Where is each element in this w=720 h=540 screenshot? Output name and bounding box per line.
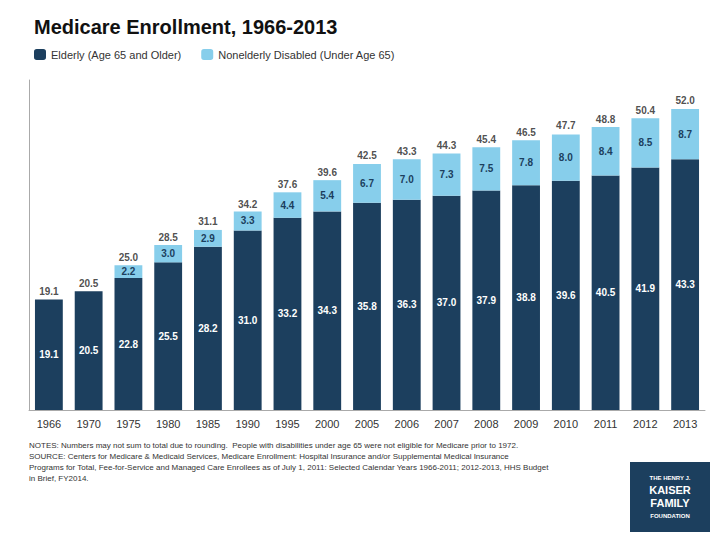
svg-text:1966: 1966 [37, 418, 61, 430]
svg-text:2.2: 2.2 [121, 266, 135, 277]
svg-text:34.3: 34.3 [318, 305, 338, 316]
svg-text:2006: 2006 [395, 418, 419, 430]
svg-text:2013: 2013 [673, 418, 697, 430]
svg-text:45.4: 45.4 [477, 134, 497, 145]
svg-text:FAMILY: FAMILY [650, 497, 690, 509]
svg-text:1995: 1995 [275, 418, 299, 430]
svg-text:28.2: 28.2 [198, 323, 218, 334]
svg-text:43.3: 43.3 [675, 279, 695, 290]
svg-text:3.3: 3.3 [241, 215, 255, 226]
svg-text:2008: 2008 [474, 418, 498, 430]
svg-text:1975: 1975 [116, 418, 140, 430]
svg-text:41.9: 41.9 [636, 283, 656, 294]
svg-text:31.0: 31.0 [238, 315, 258, 326]
svg-text:7.5: 7.5 [479, 163, 493, 174]
svg-text:42.5: 42.5 [357, 150, 377, 161]
svg-text:7.8: 7.8 [519, 157, 533, 168]
svg-text:2010: 2010 [554, 418, 578, 430]
svg-text:2000: 2000 [315, 418, 339, 430]
svg-text:8.0: 8.0 [559, 152, 573, 163]
svg-text:25.5: 25.5 [158, 331, 178, 342]
svg-text:4.4: 4.4 [281, 200, 295, 211]
svg-text:20.5: 20.5 [79, 278, 99, 289]
svg-text:Medicare Enrollment, 1966-2013: Medicare Enrollment, 1966-2013 [34, 16, 337, 38]
svg-text:1980: 1980 [156, 418, 180, 430]
svg-text:KAISER: KAISER [649, 484, 691, 496]
svg-text:25.0: 25.0 [119, 252, 139, 263]
svg-text:40.5: 40.5 [596, 287, 616, 298]
svg-text:33.2: 33.2 [278, 308, 298, 319]
svg-text:6.7: 6.7 [360, 178, 374, 189]
svg-text:in Brief, FY2014.: in Brief, FY2014. [29, 474, 89, 483]
svg-text:52.0: 52.0 [675, 95, 695, 106]
svg-text:8.7: 8.7 [678, 129, 692, 140]
svg-text:FOUNDATION: FOUNDATION [650, 513, 690, 519]
svg-text:1985: 1985 [196, 418, 220, 430]
svg-text:19.1: 19.1 [39, 286, 59, 297]
svg-text:NOTES: Numbers may not sum to: NOTES: Numbers may not sum to total due … [29, 441, 518, 450]
svg-text:39.6: 39.6 [318, 167, 338, 178]
svg-text:THE HENRY J.: THE HENRY J. [649, 475, 690, 481]
svg-text:37.6: 37.6 [278, 179, 298, 190]
svg-text:8.4: 8.4 [599, 146, 613, 157]
svg-text:36.3: 36.3 [397, 299, 417, 310]
svg-text:Programs for Total, Fee-for-Se: Programs for Total, Fee-for-Service and … [29, 463, 549, 472]
svg-text:2.9: 2.9 [201, 233, 215, 244]
svg-text:2012: 2012 [633, 418, 657, 430]
svg-text:SOURCE: Centers for Medicare &: SOURCE: Centers for Medicare & Medicaid … [29, 452, 509, 461]
svg-text:22.8: 22.8 [119, 339, 139, 350]
svg-text:39.6: 39.6 [556, 290, 576, 301]
svg-text:3.0: 3.0 [161, 248, 175, 259]
svg-text:46.5: 46.5 [516, 127, 536, 138]
svg-text:2007: 2007 [434, 418, 458, 430]
svg-text:2011: 2011 [594, 418, 618, 430]
svg-text:37.0: 37.0 [437, 297, 457, 308]
svg-text:2009: 2009 [514, 418, 538, 430]
svg-text:44.3: 44.3 [437, 140, 457, 151]
svg-text:43.3: 43.3 [397, 146, 417, 157]
svg-text:8.5: 8.5 [638, 137, 652, 148]
svg-text:50.4: 50.4 [636, 105, 656, 116]
svg-text:1990: 1990 [235, 418, 259, 430]
svg-text:47.7: 47.7 [556, 120, 576, 131]
svg-text:7.3: 7.3 [440, 169, 454, 180]
svg-text:35.8: 35.8 [357, 301, 377, 312]
svg-text:1970: 1970 [76, 418, 100, 430]
svg-text:31.1: 31.1 [198, 216, 218, 227]
svg-text:20.5: 20.5 [79, 345, 99, 356]
svg-text:5.4: 5.4 [320, 190, 334, 201]
svg-text:Elderly (Age 65 and Older): Elderly (Age 65 and Older) [51, 49, 181, 61]
svg-text:34.2: 34.2 [238, 199, 258, 210]
svg-text:Nonelderly Disabled (Under Age: Nonelderly Disabled (Under Age 65) [218, 49, 394, 61]
svg-text:19.1: 19.1 [39, 349, 59, 360]
svg-text:2005: 2005 [355, 418, 379, 430]
svg-text:28.5: 28.5 [158, 232, 178, 243]
svg-text:38.8: 38.8 [516, 292, 536, 303]
svg-text:37.9: 37.9 [477, 295, 497, 306]
svg-text:7.0: 7.0 [400, 174, 414, 185]
svg-text:48.8: 48.8 [596, 114, 616, 125]
